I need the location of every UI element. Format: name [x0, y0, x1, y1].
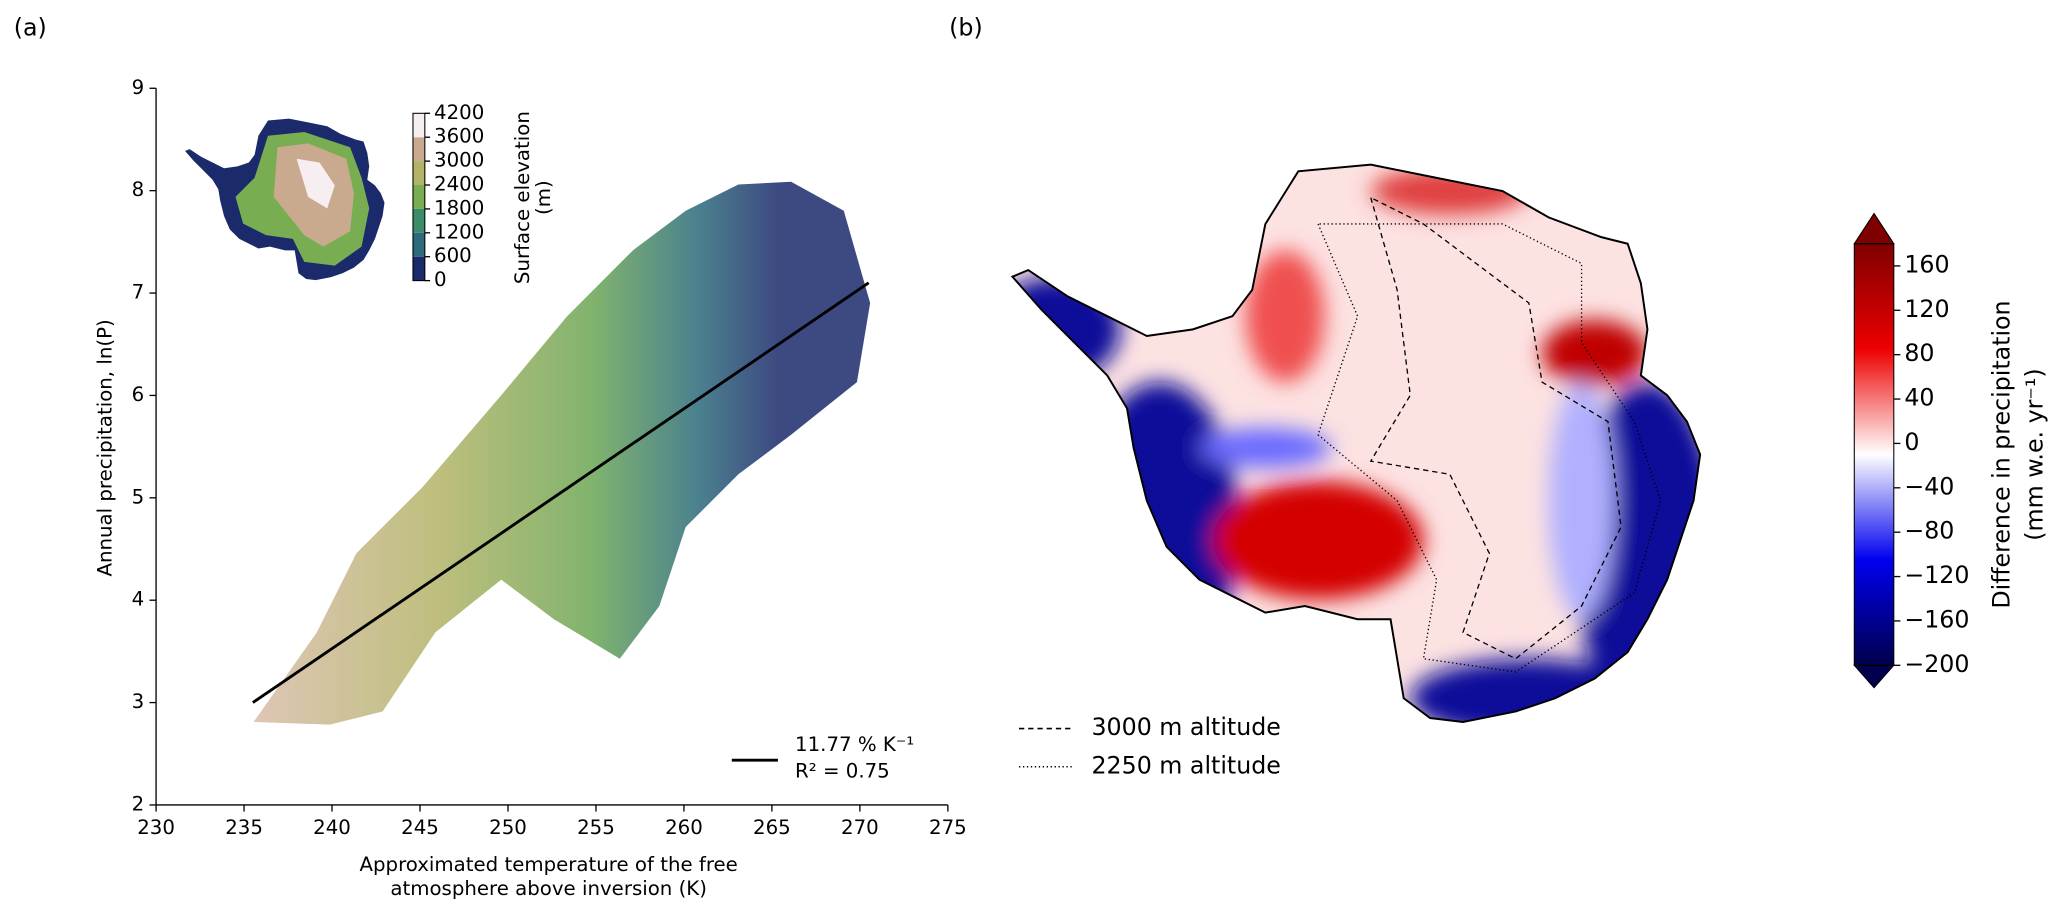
legend-label: R² = 0.75 [795, 760, 890, 783]
colorbar-tick-label: −120 [1904, 561, 1969, 589]
colorbar-tick-label: 120 [1904, 295, 1949, 323]
colorbar-tick-label: −160 [1904, 605, 1969, 633]
y-axis-label: Annual precipitation, ln(P) [94, 319, 117, 576]
colorbar-segment [412, 185, 425, 209]
legend-label: 2250 m altitude [1091, 751, 1280, 779]
x-tick-label: 260 [665, 816, 703, 839]
y-tick-label: 9 [132, 76, 145, 99]
colorbar-tick-label: 1200 [434, 220, 484, 243]
inset-map [185, 118, 385, 281]
contour-2250 [1317, 223, 1662, 673]
colorbar-segment [412, 232, 425, 257]
legend-label: 11.77 % K⁻¹ [795, 733, 914, 756]
inset-colorbar-label: Surface elevation [511, 111, 534, 284]
colorbar-tick-label: 4200 [434, 101, 484, 124]
colorbar-tick-label: 160 [1904, 250, 1949, 278]
y-tick-label: 4 [132, 588, 145, 611]
map [1012, 164, 1701, 722]
y-tick-label: 5 [132, 485, 145, 508]
contour-3000 [1369, 196, 1622, 660]
x-axis-label: atmosphere above inversion (K) [390, 877, 707, 900]
colorbar-segment [412, 137, 425, 162]
colorbar-label: (mm w.e. yr⁻¹) [2021, 368, 2049, 540]
colorbar-tick-label: −40 [1904, 472, 1954, 500]
colorbar-frame [412, 112, 426, 282]
panel-label: (a) [14, 13, 47, 41]
colorbar-tick-label: −200 [1904, 650, 1969, 678]
x-tick-label: 240 [313, 816, 351, 839]
x-tick-label: 250 [489, 816, 527, 839]
y-tick-label: 2 [132, 792, 145, 815]
colorbar [1854, 243, 1894, 666]
inset-colorbar-label: (m) [532, 180, 555, 215]
x-tick-label: 265 [753, 816, 791, 839]
colorbar-extend [1853, 212, 1895, 245]
colorbar-tick-label: 1800 [434, 196, 484, 219]
colorbar-tick-label: 3000 [434, 149, 484, 172]
colorbar-tick-label: 3600 [434, 125, 484, 148]
y-tick-label: 7 [132, 281, 145, 304]
point-cloud [253, 181, 871, 725]
y-tick-label: 3 [132, 690, 145, 713]
x-tick-label: 235 [225, 816, 263, 839]
colorbar-frame [1853, 243, 1895, 666]
colorbar-segment [412, 256, 425, 281]
colorbar-extend [1853, 664, 1895, 689]
colorbar-tick-label: 0 [1904, 428, 1919, 456]
y-tick-label: 6 [132, 383, 145, 406]
colorbar-tick-label: 0 [434, 268, 447, 291]
colorbar-label: Difference in precipitation [1988, 300, 2016, 608]
x-tick-label: 255 [577, 816, 615, 839]
x-axis-label: Approximated temperature of the free [360, 853, 738, 876]
fit-line [252, 281, 870, 704]
colorbar-tick-label: −80 [1904, 517, 1954, 545]
legend-label: 3000 m altitude [1091, 713, 1280, 741]
colorbar-segment [412, 161, 425, 186]
colorbar-tick-label: 600 [434, 244, 472, 267]
y-tick-label: 8 [132, 178, 145, 201]
panel-label: (b) [949, 13, 983, 41]
x-tick-label: 245 [401, 816, 439, 839]
x-tick-label: 275 [929, 816, 967, 839]
colorbar-tick-label: 80 [1904, 339, 1934, 367]
colorbar-tick-label: 2400 [434, 173, 484, 196]
x-tick-label: 270 [841, 816, 879, 839]
colorbar-segment [412, 113, 425, 138]
colorbar-tick-label: 40 [1904, 384, 1934, 412]
colorbar-segment [412, 208, 425, 233]
x-tick-label: 230 [137, 816, 175, 839]
